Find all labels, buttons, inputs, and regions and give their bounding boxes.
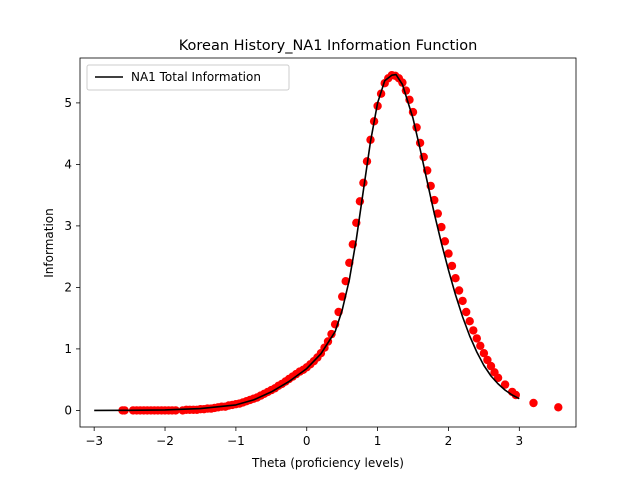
data-point bbox=[171, 406, 180, 415]
information-curve bbox=[94, 73, 520, 412]
data-point bbox=[554, 403, 563, 412]
data-point bbox=[493, 373, 503, 382]
data-point bbox=[454, 286, 464, 295]
data-point bbox=[476, 341, 485, 350]
x-axis-ticks: −3 −2 −1 0 1 2 3 bbox=[85, 427, 523, 448]
legend-label: NA1 Total Information bbox=[131, 70, 261, 84]
data-point bbox=[458, 296, 467, 306]
data-point bbox=[440, 237, 450, 246]
data-point bbox=[486, 361, 496, 371]
y-tick-label: 2 bbox=[64, 280, 72, 294]
series-line-total-information bbox=[94, 73, 520, 412]
y-tick-label: 4 bbox=[64, 157, 72, 171]
data-point bbox=[447, 261, 457, 271]
y-tick-label: 1 bbox=[64, 342, 72, 356]
data-point bbox=[437, 222, 446, 232]
y-tick-label: 3 bbox=[64, 219, 72, 233]
x-tick-label: 2 bbox=[445, 434, 453, 448]
x-tick-label: 3 bbox=[515, 434, 523, 448]
x-tick-label: −3 bbox=[85, 434, 103, 448]
data-point bbox=[472, 334, 481, 343]
x-tick-label: −1 bbox=[227, 434, 245, 448]
x-tick-label: −2 bbox=[156, 434, 174, 448]
data-point bbox=[451, 274, 460, 283]
data-point bbox=[529, 398, 538, 408]
y-tick-label: 0 bbox=[64, 403, 72, 417]
data-point bbox=[500, 380, 510, 389]
data-point bbox=[465, 317, 474, 326]
chart-title: Korean History_NA1 Information Function bbox=[179, 38, 478, 54]
data-point bbox=[483, 355, 492, 365]
data-point bbox=[433, 209, 442, 218]
y-tick-label: 5 bbox=[64, 96, 72, 110]
x-tick-label: 1 bbox=[374, 434, 382, 448]
x-tick-label: 0 bbox=[303, 434, 311, 448]
x-axis-label: Theta (proficiency levels) bbox=[251, 456, 404, 470]
plot-frame bbox=[79, 57, 577, 428]
y-axis-ticks: 0 1 2 3 4 5 bbox=[64, 96, 80, 417]
legend: NA1 Total Information bbox=[86, 64, 290, 91]
data-point bbox=[479, 349, 489, 358]
legend-box bbox=[86, 64, 290, 91]
data-point bbox=[462, 307, 471, 317]
data-point bbox=[327, 329, 336, 339]
data-point bbox=[444, 249, 453, 258]
data-point bbox=[469, 326, 478, 335]
y-axis-label: Information bbox=[42, 208, 56, 277]
